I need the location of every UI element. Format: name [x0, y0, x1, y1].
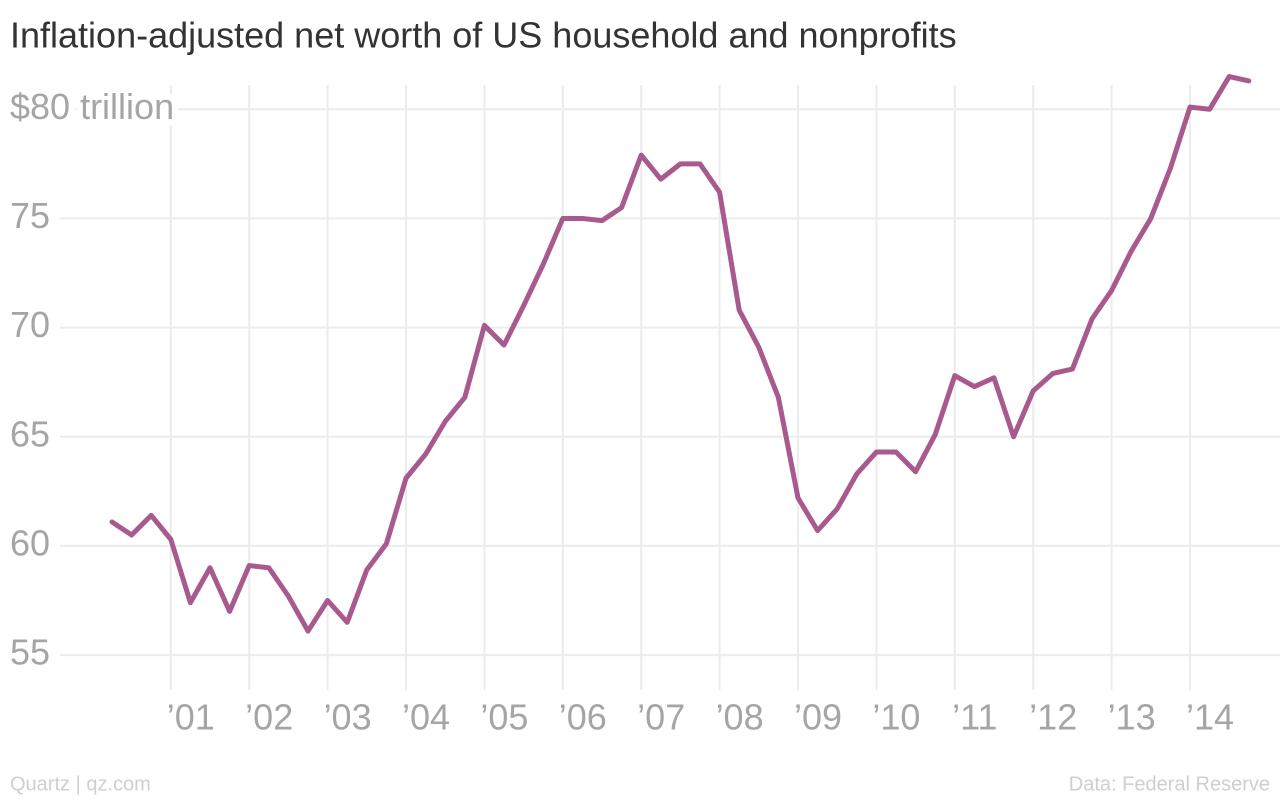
x-tick-label: ’11	[952, 697, 997, 738]
x-tick-label: ’03	[324, 697, 372, 738]
source-left: Quartz | qz.com	[10, 773, 151, 795]
x-tick-label: ’05	[480, 697, 528, 738]
x-tick-label: ’14	[1186, 697, 1234, 738]
x-tick-label: ’06	[559, 697, 607, 738]
y-tick-label: $80 trillion	[10, 86, 174, 127]
y-tick-label: 65	[10, 413, 50, 454]
x-tick-label: ’13	[1108, 697, 1156, 738]
x-tick-label: ’10	[872, 697, 920, 738]
x-tick-label: ’04	[402, 697, 450, 738]
y-tick-label: 70	[10, 304, 50, 345]
x-tick-label: ’12	[1029, 697, 1077, 738]
x-tick-label: ’01	[167, 697, 215, 738]
y-tick-label: 55	[10, 632, 50, 673]
y-tick-label: 60	[10, 522, 50, 563]
chart-title: Inflation-adjusted net worth of US house…	[10, 15, 957, 56]
y-tick-label: 75	[10, 195, 50, 236]
x-tick-label: ’02	[245, 697, 293, 738]
x-tick-label: ’09	[794, 697, 842, 738]
source-right: Data: Federal Reserve	[1069, 773, 1270, 795]
data-line	[109, 74, 1252, 634]
x-tick-label: ’08	[716, 697, 764, 738]
x-tick-label: ’07	[637, 697, 685, 738]
